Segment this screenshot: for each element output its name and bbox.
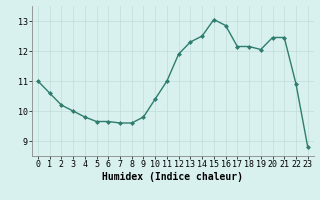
X-axis label: Humidex (Indice chaleur): Humidex (Indice chaleur) (102, 172, 243, 182)
